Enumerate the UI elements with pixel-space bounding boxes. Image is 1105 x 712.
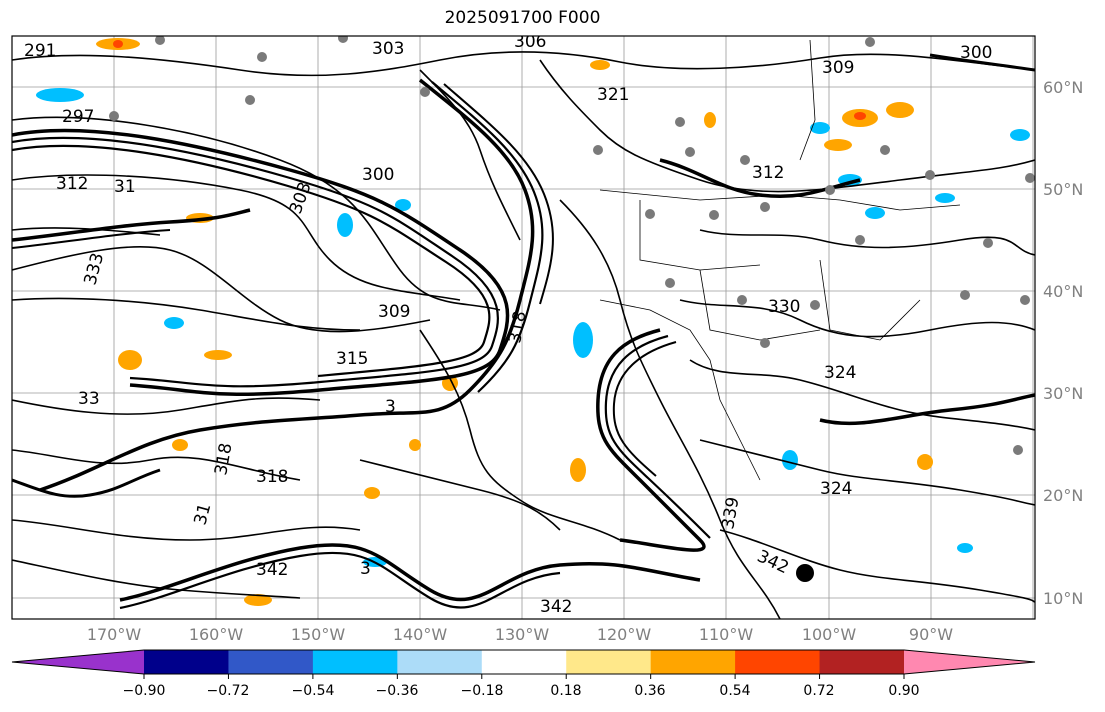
contour-label: 309 [378, 302, 410, 322]
contour-label: 342 [256, 560, 288, 580]
lat-label: 60°N [1043, 78, 1084, 97]
contour-label: 324 [824, 363, 856, 383]
contour-field: 291 303 306 309 321 297 312 31 300 303 3… [12, 32, 1035, 619]
colorbar-tick-label: −0.18 [460, 683, 504, 699]
colorbar-extend-high [904, 650, 1035, 674]
colorbar-tick-label: −0.90 [122, 683, 166, 699]
colorbar-tick-label: 0.54 [719, 683, 751, 699]
colorbar-segment [144, 650, 229, 674]
contour-label: 324 [820, 479, 852, 499]
contour-bundles [12, 53, 1035, 610]
colorbar-extend-low [12, 650, 144, 674]
map-title: 2025091700 F000 [444, 8, 601, 28]
colorbar-tick-label: 0.90 [888, 683, 920, 699]
colorbar-tick-label: −0.54 [291, 683, 335, 699]
colorbar-segment [397, 650, 483, 674]
colorbar-segment [650, 650, 736, 674]
lat-label: 20°N [1043, 486, 1084, 505]
contour-label: 318 [256, 467, 288, 487]
lon-label: 160°W [188, 625, 244, 644]
large-station-dot [796, 564, 814, 582]
lon-label: 130°W [494, 625, 550, 644]
lon-label: 140°W [392, 625, 448, 644]
contour-label: 300 [362, 165, 394, 185]
colorbar-segment [312, 650, 398, 674]
contour-lines [12, 51, 1035, 619]
lon-label: 90°W [908, 625, 954, 644]
lon-label: 170°W [86, 625, 142, 644]
colorbar-segment [481, 650, 567, 674]
contour-label: 312 [56, 174, 88, 194]
gridlines [12, 36, 1035, 619]
lon-label: 110°W [698, 625, 754, 644]
map-frame [11, 35, 1036, 620]
contour-label: 342 [540, 597, 572, 617]
contour-label: 300 [960, 43, 992, 63]
lat-label: 10°N [1043, 589, 1084, 608]
contour-label: 3 [385, 397, 396, 417]
lon-label: 150°W [290, 625, 346, 644]
lat-label: 30°N [1043, 384, 1084, 403]
contour-label: 312 [752, 163, 784, 183]
contour-label-group: 291 303 306 309 321 297 312 31 300 303 3… [24, 32, 992, 617]
colorbar-tick-label: 0.36 [634, 683, 666, 699]
contour-label: 315 [336, 349, 368, 369]
colorbar-segment [819, 650, 905, 674]
colorbar-tick-label: −0.72 [206, 683, 250, 699]
borders [599, 39, 961, 481]
contour-label: 321 [597, 85, 629, 105]
contour-label: 291 [24, 41, 56, 61]
contour-label: 309 [822, 58, 854, 78]
contour-label: 330 [768, 297, 800, 317]
contour-label: 3 [360, 559, 371, 579]
lon-label: 100°W [801, 625, 857, 644]
colorbar-tick-label: −0.36 [375, 683, 419, 699]
contour-label: 303 [372, 39, 404, 59]
colorbar-segment [228, 650, 314, 674]
contour-label: 31 [114, 177, 136, 197]
colorbar-segment [566, 650, 652, 674]
lon-label: 120°W [596, 625, 652, 644]
lat-label: 50°N [1043, 180, 1084, 199]
contour-label: 33 [78, 389, 100, 409]
station-dots [109, 36, 1035, 455]
colorbar-tick-label: 0.18 [550, 683, 582, 699]
contour-label: 306 [514, 32, 546, 52]
contour-label: 297 [62, 107, 94, 127]
colorbar [11, 649, 1036, 679]
lat-label: 40°N [1043, 282, 1084, 301]
colorbar-tick-label: 0.72 [803, 683, 835, 699]
colorbar-segment [735, 650, 821, 674]
